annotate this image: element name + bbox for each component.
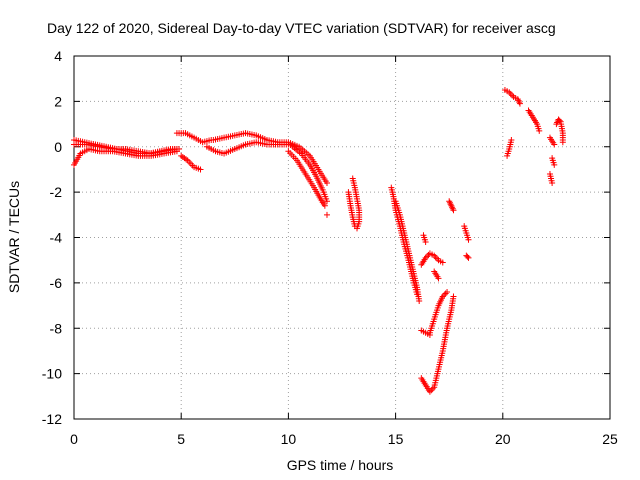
data-point-track-p: [450, 293, 457, 300]
data-point-track-x: [507, 90, 514, 97]
data-point-track-w: [465, 254, 472, 261]
data-point-track-q: [442, 290, 449, 297]
data-point-track-y: [508, 136, 515, 143]
y-tick-label: -8: [50, 320, 63, 336]
x-tick-label: 5: [177, 431, 185, 447]
data-point-track-x: [515, 97, 522, 104]
data-point-track-e: [197, 166, 204, 173]
grid-lines: [74, 56, 610, 419]
data-point-track-r: [434, 255, 441, 262]
data-point-track-ad: [556, 117, 563, 124]
y-tick-label: -4: [50, 230, 63, 246]
data-point-track-r: [432, 254, 439, 261]
data-point-track-i: [323, 198, 330, 205]
chart-title: Day 122 of 2020, Sidereal Day-to-day VTE…: [47, 20, 556, 36]
data-point-track-h: [321, 202, 328, 209]
data-point-track-x: [516, 99, 523, 106]
y-tick-label: -12: [42, 411, 62, 427]
data-point-track-j: [323, 211, 330, 218]
data-point-track-u: [450, 207, 457, 214]
data-point-track-c: [173, 146, 180, 153]
x-tick-label: 10: [281, 431, 297, 447]
data-point-track-v: [465, 236, 472, 243]
y-tick-label: 2: [54, 93, 62, 109]
data-point-track-w: [464, 253, 471, 260]
data-point-track-s: [422, 239, 429, 246]
data-point-track-x: [509, 92, 516, 99]
data-points: [71, 87, 566, 395]
y-tick-label: -2: [50, 184, 63, 200]
x-tick-label: 15: [388, 431, 404, 447]
x-axis-label: GPS time / hours: [287, 457, 394, 473]
y-axis-label: SDTVAR / TECUs: [6, 181, 22, 293]
data-point-track-g: [323, 180, 330, 187]
y-tick-label: 0: [54, 139, 62, 155]
y-tick-label: 4: [54, 48, 62, 64]
x-tick-label: 25: [602, 431, 618, 447]
x-tick-label: 0: [70, 431, 78, 447]
data-point-track-q: [444, 288, 451, 295]
data-point-track-z: [536, 127, 543, 134]
data-point-track-l: [351, 223, 358, 230]
x-tick-label: 20: [495, 431, 511, 447]
data-point-track-aa: [551, 141, 558, 148]
data-point-track-t: [435, 275, 442, 282]
data-point-track-n: [416, 298, 423, 305]
y-tick-label: -6: [50, 275, 63, 291]
y-tick-label: -10: [42, 366, 62, 382]
data-point-track-ad: [559, 139, 566, 146]
data-point-track-ac: [549, 180, 556, 187]
data-point-track-x: [516, 100, 523, 107]
data-point-track-ab: [551, 161, 558, 168]
data-point-track-r: [439, 259, 446, 266]
